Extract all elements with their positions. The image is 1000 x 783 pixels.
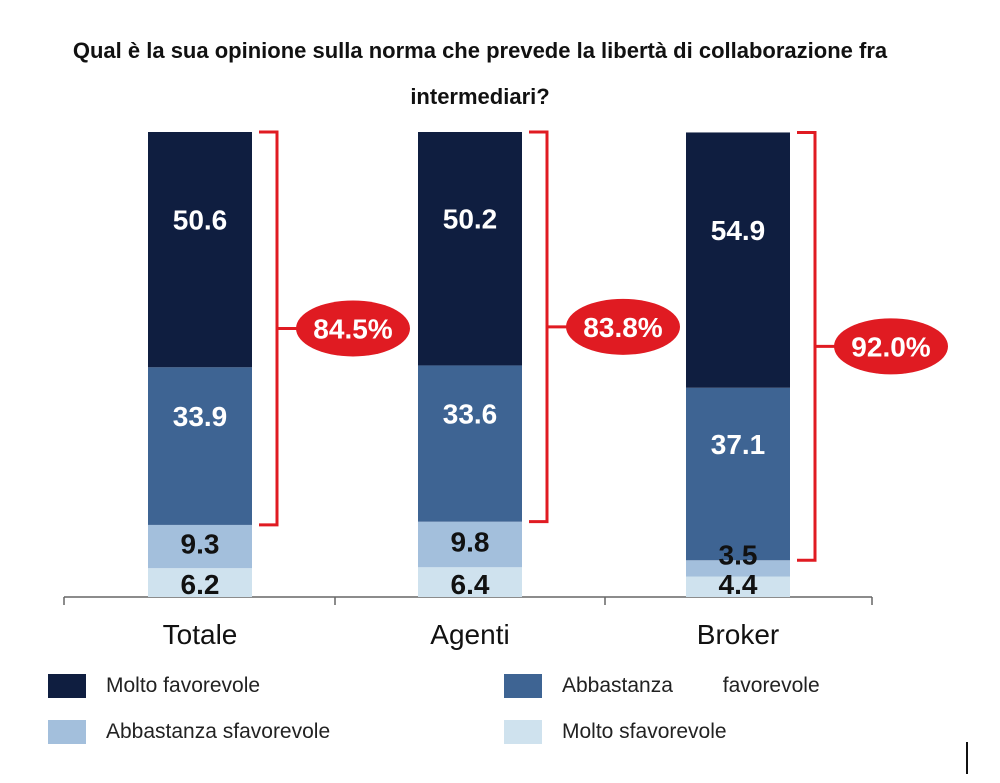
legend-swatch-molto-favorevole [48,674,86,698]
bar-agenti-molto-favorevole [418,132,522,366]
total-label-broker: 92.0% [851,331,930,362]
bar-agenti-abbastanza-favorevole [418,365,522,522]
total-badge-agenti [566,298,680,355]
text-cursor-mark [966,742,968,774]
value-label-totale-abbastanza-favorevole: 33.9 [173,401,228,432]
bracket-totale [259,130,279,527]
value-label-totale-molto-favorevole: 50.6 [173,205,228,236]
bracket-broker [797,130,817,562]
bar-broker-molto-sfavorevole [686,576,790,597]
value-label-broker-molto-favorevole: 54.9 [711,215,766,246]
bar-totale-abbastanza-sfavorevole [148,524,252,569]
legend-item-molto-favorevole: Molto favorevole [48,674,260,698]
bar-broker-molto-favorevole [686,132,790,388]
bracket-agenti [529,130,549,524]
value-label-broker-abbastanza-favorevole: 37.1 [711,429,766,460]
chart-title: Qual è la sua opinione sulla norma che p… [72,38,888,109]
legend-label: Abbastanza favorevole [562,674,820,697]
legend-swatch-molto-sfavorevole [504,720,542,744]
legend-item-molto-sfavorevole: Molto sfavorevole [504,720,727,744]
bar-broker-abbastanza-sfavorevole [686,560,790,577]
bar-totale-molto-sfavorevole [148,568,252,597]
total-label-agenti: 83.8% [583,312,662,343]
legend-swatch-abbastanza-sfavorevole [48,720,86,744]
value-label-agenti-abbastanza-sfavorevole: 9.8 [451,526,490,557]
legend-label: Molto favorevole [106,674,261,697]
legend-label: Abbastanza sfavorevole [106,720,331,743]
value-label-agenti-molto-sfavorevole: 6.4 [451,569,490,600]
value-label-agenti-abbastanza-favorevole: 33.6 [443,399,498,430]
legend-item-abbastanza-favorevole: Abbastanza favorevole [504,674,820,698]
legend-label: Molto sfavorevole [562,720,727,743]
value-label-totale-molto-sfavorevole: 6.2 [181,569,220,600]
value-label-agenti-molto-favorevole: 50.2 [443,204,498,235]
category-label-totale: Totale [163,619,238,650]
bar-agenti-abbastanza-sfavorevole [418,521,522,568]
bar-agenti-molto-sfavorevole [418,567,522,597]
bar-totale-molto-favorevole [148,132,252,368]
category-label-agenti: Agenti [430,619,509,650]
value-label-broker-molto-sfavorevole: 4.4 [719,569,758,600]
stacked-bar-chart: 6.2 9.3 33.9 50.6 Totale 84.5% 6.4 9.8 33.6 50.2 A… [63,130,948,650]
chart-legend: Molto favorevole Abbastanza favorevole A… [48,672,948,762]
value-label-totale-abbastanza-sfavorevole: 9.3 [181,529,220,560]
legend-item-abbastanza-sfavorevole: Abbastanza sfavorevole [48,720,330,744]
total-label-totale: 84.5% [313,313,392,344]
bar-totale-abbastanza-favorevole [148,367,252,525]
total-badge-totale [296,300,410,357]
bar-broker-abbastanza-favorevole [686,387,790,561]
legend-swatch-abbastanza-favorevole [504,674,542,698]
value-label-broker-abbastanza-sfavorevole: 3.5 [719,539,758,570]
total-badge-broker [834,318,948,375]
category-label-broker: Broker [697,619,779,650]
